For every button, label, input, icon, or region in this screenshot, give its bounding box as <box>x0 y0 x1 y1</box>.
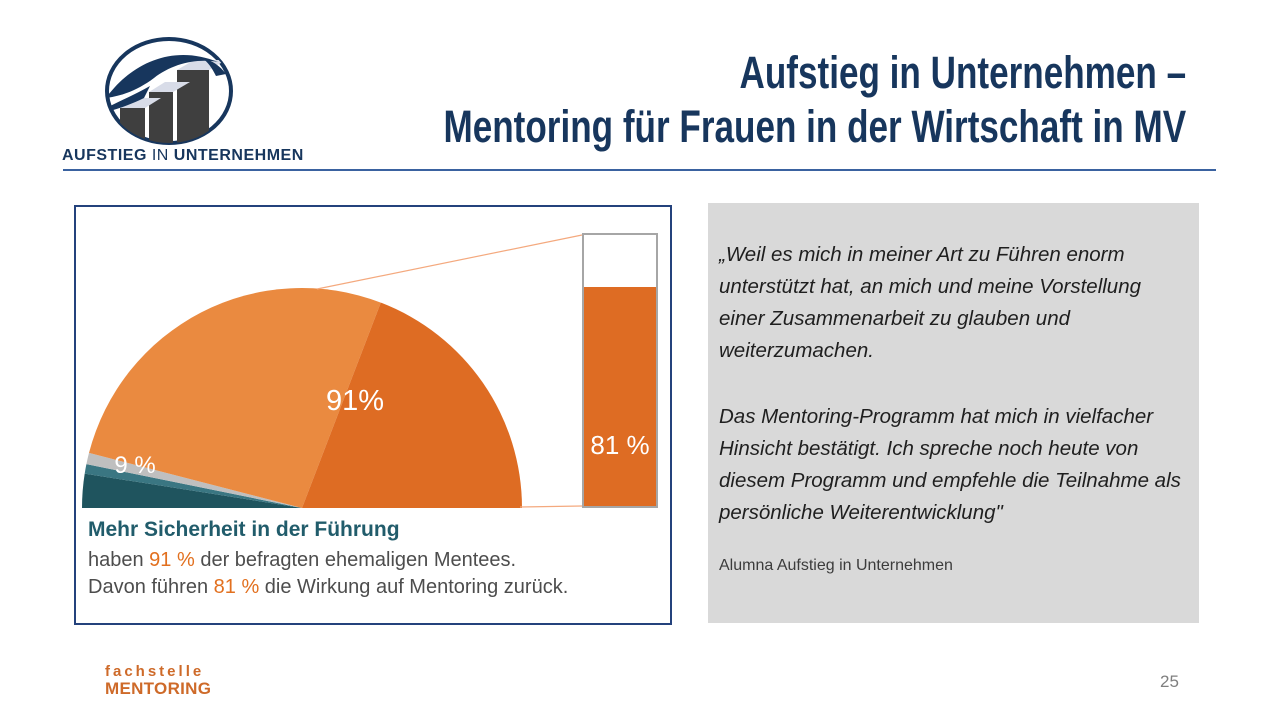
quote-paragraph-1: „Weil es mich in meiner Art zu Führen en… <box>719 243 1142 362</box>
stat-91: 91 % <box>149 549 195 571</box>
fachstelle-line-2: MENTORING <box>105 679 212 698</box>
bar-label: 81 % <box>590 429 650 460</box>
pie-label-9: 9 % <box>114 452 156 479</box>
stat-81: 81 % <box>213 576 260 598</box>
page-title: Aufstieg in Unternehmen – Mentoring für … <box>443 46 1186 154</box>
caption-text: der befragten ehemaligen Mentees. <box>194 549 517 571</box>
fachstelle-line-1: fachstelle <box>105 663 205 680</box>
pie-segment-orange-light <box>89 287 381 508</box>
quote-paragraph-2: Das Mentoring-Programm hat mich in vielf… <box>719 405 1181 524</box>
chart-caption: Mehr Sicherheit in der Führung haben 91 … <box>88 518 654 601</box>
title-line-1: Aufstieg in Unternehmen – <box>739 47 1186 98</box>
brand-word: AUFSTIEG <box>62 147 147 164</box>
caption-line-3: Davon führen 81 % die Wirkung auf Mentor… <box>88 574 654 601</box>
pie-segment-orange-dark <box>302 302 522 508</box>
quote-box: „Weil es mich in meiner Art zu Führen en… <box>708 203 1199 623</box>
page-number: 25 <box>1160 672 1179 691</box>
brand-word: UNTERNEHMEN <box>173 147 304 164</box>
callout-line-bottom <box>519 505 583 508</box>
brand-text: AUFSTIEG IN UNTERNEHMEN <box>62 147 303 165</box>
pie-segment-teal-dark <box>82 473 302 508</box>
caption-line-2: haben 91 % der befragten ehemaligen Ment… <box>88 547 654 574</box>
caption-text: Davon führen <box>88 576 214 598</box>
bar-of-pie-column: 81 % <box>582 233 658 508</box>
chart-panel: 91% 9 % 81 % Mehr Sicherheit in der Führ… <box>74 205 672 625</box>
caption-text: haben <box>88 549 150 571</box>
pie-segment-gray <box>86 452 303 508</box>
caption-text: die Wirkung auf Mentoring zurück. <box>259 576 569 598</box>
fachstelle-mentoring-logo: fachstelle MENTORING <box>105 664 211 697</box>
bar-fill: 81 % <box>584 286 656 506</box>
quote-attribution: Alumna Aufstieg in Unternehmen <box>719 557 953 574</box>
callout-line-top <box>316 234 583 290</box>
caption-heading: Mehr Sicherheit in der Führung <box>88 518 400 541</box>
aufstieg-logo <box>105 37 233 145</box>
title-line-2: Mentoring für Frauen in der Wirtschaft i… <box>443 101 1186 152</box>
brand-word: IN <box>151 147 169 164</box>
header-rule <box>63 169 1216 171</box>
pie-group <box>82 287 522 508</box>
half-pie-chart <box>82 234 583 508</box>
logo-figure-swoosh <box>107 54 226 112</box>
pie-label-91: 91% <box>325 385 385 417</box>
pie-segment-teal-light <box>84 464 302 508</box>
